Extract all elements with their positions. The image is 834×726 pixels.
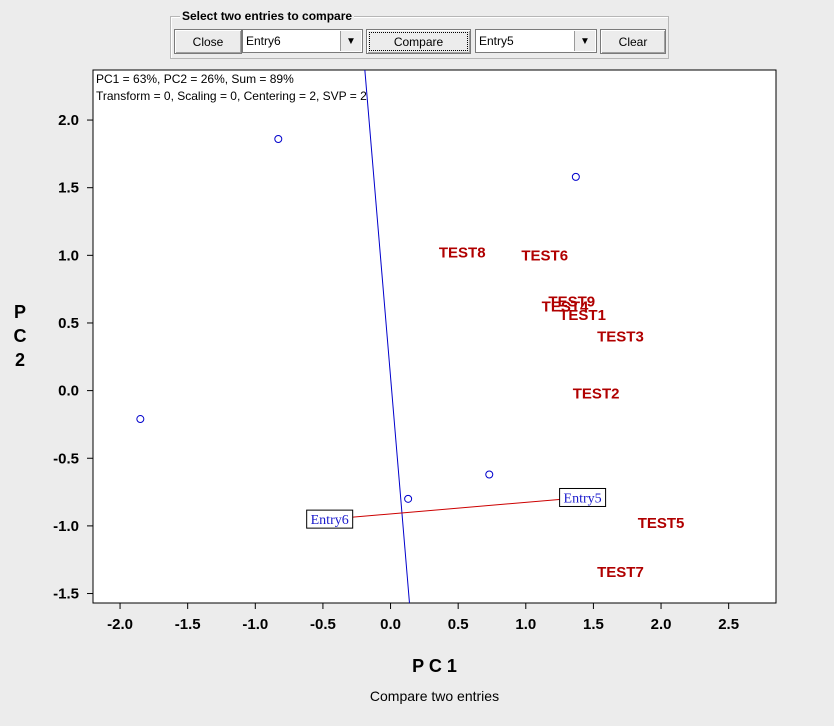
clear-button[interactable]: Clear [600,29,666,54]
data-point [136,415,145,424]
x-axis-ticks: -2.0 -1.5 -1.0 -0.5 0.0 0.5 1.0 1.5 2.0 2.5 [107,603,739,633]
data-point [485,470,494,479]
object-label: TEST6 [521,247,568,264]
y-axis-label-char: P [14,302,26,322]
object-label: TEST4 [542,299,589,316]
y-tick-label: 1.0 [58,247,79,264]
y-tick-label: -0.5 [53,450,79,467]
info-line-2: Transform = 0, Scaling = 0, Centering = … [96,89,367,103]
y-tick-label: -1.0 [53,518,79,535]
object-label: TEST9 [548,293,595,310]
x-tick-label: -1.5 [175,616,201,633]
y-tick-label: 0.5 [58,315,79,332]
y-tick-label: 1.5 [58,180,79,197]
close-button[interactable]: Close [174,29,242,54]
compare-toolbar: Select two entries to compare Close Entr… [170,9,669,59]
x-tick-label: -1.0 [242,616,268,633]
compare-group-frame [170,16,669,59]
entry-label: Entry5 [564,491,602,506]
y-axis-label: PC 2 [14,302,27,370]
object-label: TEST8 [439,245,486,262]
projection-axis-line [364,69,410,604]
x-tick-label: 2.0 [651,616,672,633]
info-line-1: PC1 = 63%, PC2 = 26%, Sum = 89% [96,72,294,86]
y-tick-label: -1.5 [53,586,79,603]
object-label: TEST5 [638,515,685,532]
chart-lines [329,69,583,604]
x-tick-label: 0.5 [448,616,469,633]
y-axis-ticks: 2.0 1.5 1.0 0.5 0.0 -0.5 -1.0 -1.5 [53,112,93,603]
plot-area [92,69,777,604]
entry-label: Entry6 [311,513,349,528]
compare-button[interactable]: Compare [366,29,471,54]
entry-b-select[interactable]: Entry5 ▼ [475,29,597,53]
entry-box [306,509,354,529]
x-axis-label: P C 1 [412,656,457,676]
y-axis-label-char: 2 [15,350,25,370]
y-tick-label: 2.0 [58,112,79,129]
object-label: TEST1 [559,307,606,324]
compare-group-title: Select two entries to compare [180,9,355,23]
entry-box [559,487,607,507]
y-tick-label: 0.0 [58,383,79,400]
compare-line [329,496,583,520]
entry-b-value: Entry5 [479,34,514,48]
object-label: TEST7 [597,564,644,581]
x-tick-label: 0.0 [380,616,401,633]
x-tick-label: -2.0 [107,616,133,633]
data-point [571,172,580,181]
chart-caption: Compare two entries [370,688,499,704]
object-label: TEST3 [597,329,644,346]
y-axis-label-char: C [14,326,27,346]
x-tick-label: 1.0 [515,616,536,633]
object-label: TEST2 [573,385,620,402]
entry-a-value: Entry6 [246,34,281,48]
x-tick-label: 2.5 [718,616,739,633]
data-point [404,494,413,503]
data-point [274,134,283,143]
chevron-down-icon[interactable]: ▼ [574,31,595,51]
x-tick-label: 1.5 [583,616,604,633]
x-tick-label: -0.5 [310,616,336,633]
entry-a-select[interactable]: Entry6 ▼ [242,29,363,53]
chevron-down-icon[interactable]: ▼ [340,31,361,51]
